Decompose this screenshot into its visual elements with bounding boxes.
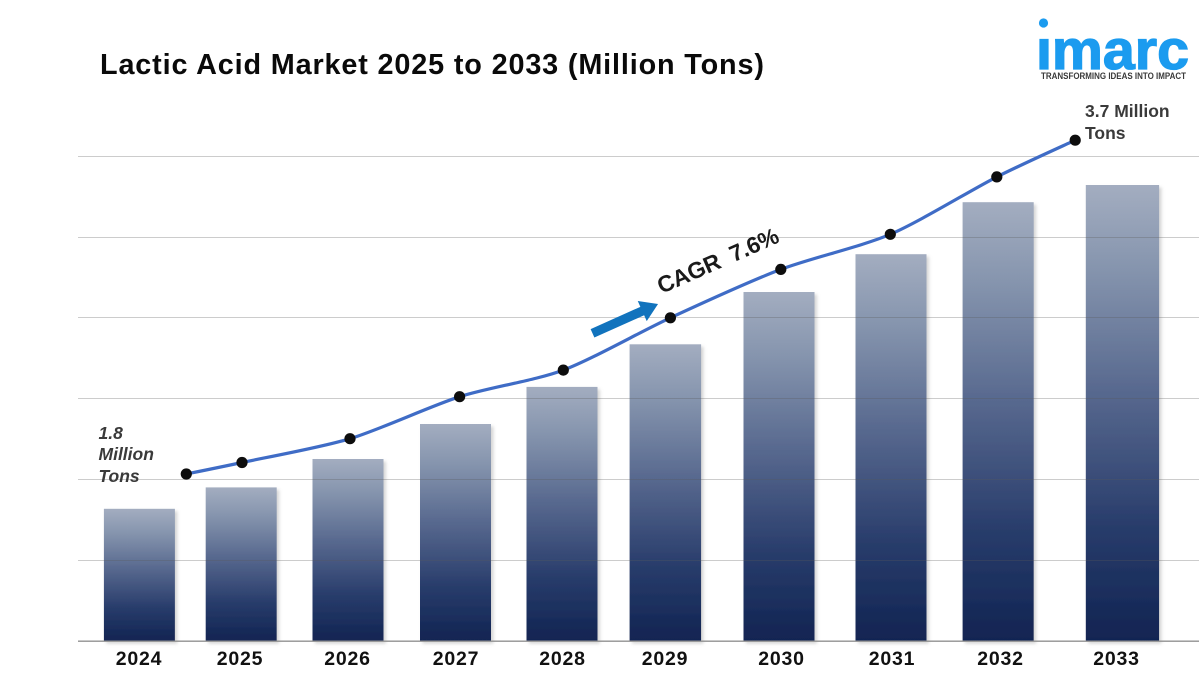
svg-text:ımarc: ımarc (1036, 18, 1189, 81)
svg-text:TRANSFORMING IDEAS INTO IMPACT: TRANSFORMING IDEAS INTO IMPACT (1041, 71, 1186, 81)
svg-text:CAGR 7.6%: CAGR 7.6% (653, 223, 782, 299)
